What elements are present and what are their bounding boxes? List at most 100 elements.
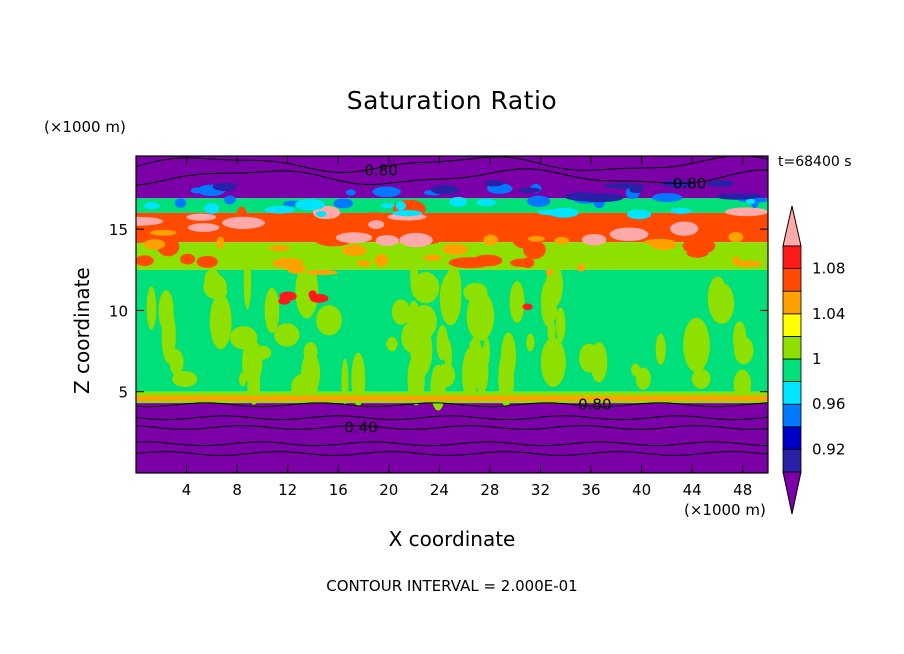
field-patch	[341, 244, 367, 257]
field-patch	[725, 207, 768, 217]
field-patch	[526, 333, 535, 352]
field-patch	[661, 180, 694, 188]
contour-label: 0.80	[365, 162, 398, 180]
contour-line	[136, 156, 768, 174]
field-patch	[554, 236, 570, 245]
field-patch	[609, 227, 649, 242]
field-patch	[274, 323, 300, 347]
chart-title: Saturation Ratio	[346, 86, 558, 115]
colorbar-label: 0.92	[812, 440, 845, 458]
field-patch	[278, 297, 291, 305]
field-patch	[715, 193, 758, 200]
field-patch	[374, 254, 389, 267]
field-patch	[172, 371, 198, 388]
x-ticks: 4 8 12 16 20 24 28 32 36 40 44 48	[182, 156, 752, 499]
colorbar-label: 0.96	[812, 395, 845, 413]
field-patch	[295, 263, 319, 319]
field-patch	[146, 286, 157, 330]
field-patch	[143, 202, 160, 210]
contour-line	[136, 450, 768, 456]
contour-line	[136, 415, 768, 421]
field-patch	[351, 352, 366, 407]
field-patch	[264, 206, 295, 214]
field-patch	[423, 254, 442, 261]
field-patch	[315, 211, 327, 218]
field-patch	[483, 337, 490, 366]
colorbar-swatch	[782, 381, 802, 405]
field-patch	[286, 264, 306, 274]
field-patch	[555, 307, 566, 342]
x-axis-label: X coordinate	[388, 527, 516, 551]
contour-line	[136, 168, 768, 186]
x-tick-label: 44	[683, 481, 702, 499]
field-patch	[341, 358, 349, 405]
field-patch	[415, 277, 434, 295]
field-patch	[445, 265, 462, 311]
field-patch	[295, 199, 326, 211]
field-patch	[707, 276, 728, 321]
field-patch	[345, 189, 356, 196]
field-patch	[476, 198, 497, 207]
field-patch	[522, 303, 533, 311]
colorbar-top-arrow	[782, 205, 802, 247]
field-patch	[136, 216, 164, 226]
colorbar-swatch	[782, 245, 802, 270]
field-patch	[590, 342, 608, 383]
field-patch	[670, 207, 692, 214]
contour-interval-note: CONTOUR INTERVAL = 2.000E-01	[326, 577, 578, 595]
field-patch	[548, 207, 579, 218]
x-tick-label: 4	[182, 481, 192, 499]
field-patch	[728, 232, 744, 243]
field-patch	[527, 236, 545, 242]
field-patch	[174, 198, 187, 208]
field-patch	[196, 255, 218, 268]
field-patch	[430, 185, 460, 195]
colorbar-swatch	[782, 335, 802, 360]
x-tick-label: 36	[581, 481, 600, 499]
field-patch	[375, 235, 399, 246]
colorbar-swatch	[782, 448, 802, 473]
field-patch	[629, 186, 644, 194]
colorbar: 0.92 0.96 1 1.04 1.08	[782, 205, 845, 515]
x-tick-label: 40	[632, 481, 651, 499]
field-patch	[732, 256, 741, 264]
field-patch	[268, 245, 290, 252]
field-patch	[691, 368, 711, 389]
field-patch	[391, 299, 411, 325]
x-tick-label: 20	[379, 481, 398, 499]
field-patch	[275, 228, 304, 238]
contour-label: 0.80	[673, 175, 706, 193]
colorbar-swatch	[782, 358, 802, 383]
field-patch	[241, 339, 263, 385]
field-patch	[651, 193, 683, 203]
field-patch	[509, 281, 525, 323]
field-patch	[150, 229, 177, 236]
field-patch	[436, 325, 449, 361]
field-patch	[518, 187, 541, 194]
field-patch	[186, 213, 217, 221]
field-patch	[144, 239, 166, 250]
field-patch	[368, 220, 385, 229]
colorbar-swatch	[782, 268, 802, 292]
colorbar-label: 1.08	[812, 260, 845, 278]
field-patch	[520, 257, 535, 268]
field-patch	[547, 301, 558, 322]
time-label: t=68400 s	[778, 154, 852, 170]
contour-lines	[136, 156, 768, 456]
field-patch	[449, 196, 467, 207]
contour-line	[136, 441, 768, 447]
y-tick-label: 5	[118, 384, 128, 402]
field-patch	[651, 240, 677, 250]
field-patch	[136, 255, 154, 266]
heatmap-field	[136, 156, 768, 473]
field-patch	[264, 287, 280, 334]
field-patch	[335, 232, 373, 244]
field-patch	[581, 233, 607, 246]
field-patch	[161, 307, 176, 364]
x-tick-label: 48	[733, 481, 752, 499]
y-ticks: 5 10 15	[109, 221, 768, 402]
field-patch	[504, 218, 520, 234]
field-patch	[635, 367, 651, 390]
field-patch	[577, 264, 586, 272]
